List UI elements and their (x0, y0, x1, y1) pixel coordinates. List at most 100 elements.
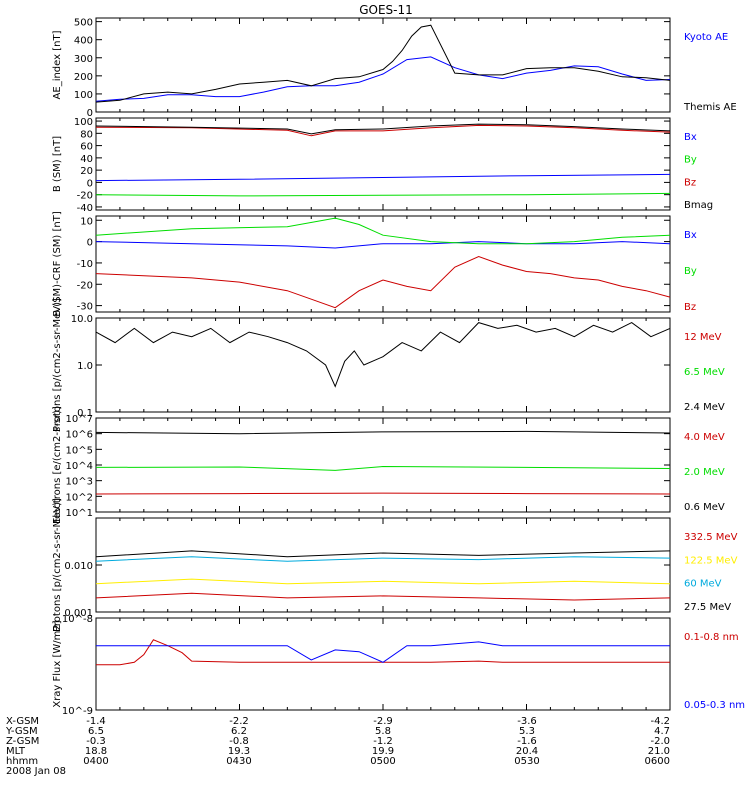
footer-value: 21.0 (648, 746, 670, 757)
y-tick-label: 10.0 (71, 314, 93, 325)
footer-row-label: Z-GSM (6, 736, 39, 747)
legend-entry: Bx (684, 132, 697, 143)
y-tick-label: 400 (74, 36, 93, 47)
y-axis-label: Xray Flux [W/m2] (52, 620, 63, 707)
y-axis-label: Protons [p/(cm2-s-sr-MeV)] (52, 498, 63, 632)
y-tick-label: -40 (77, 203, 93, 214)
y-tick-label: 10 (80, 216, 93, 227)
y-tick-label: 10^3 (66, 477, 93, 488)
y-axis-label: B (SM)-CRF (SM) [nT] (52, 211, 63, 317)
y-tick-label: 100 (74, 90, 93, 101)
y-tick-label: 500 (74, 18, 93, 29)
series-line (95, 24, 671, 103)
series-line (95, 322, 671, 388)
y-tick-label: 0 (87, 238, 93, 249)
series-line (96, 641, 670, 663)
legend-entry: Bx (684, 230, 697, 241)
footer-value: -2.2 (229, 716, 249, 727)
footer-value: -0.8 (229, 736, 249, 747)
footer-row-label: Y-GSM (5, 726, 38, 737)
legend-entry: 0.05-0.3 nm (684, 700, 745, 711)
footer-value: 19.3 (228, 746, 250, 757)
footer-value: -4.2 (650, 716, 670, 727)
footer-row-label: hhmm (6, 756, 38, 767)
series-line (95, 550, 671, 558)
footer-value: 5.3 (519, 726, 535, 737)
y-tick-label: 0 (87, 108, 93, 119)
footer-value: 0600 (645, 756, 670, 767)
panel-frame (95, 617, 671, 711)
y-tick-label: 40 (80, 154, 93, 165)
footer-value: -1.4 (86, 716, 106, 727)
footer-value: -1.2 (373, 736, 393, 747)
series-line (95, 173, 671, 182)
series-line (95, 465, 671, 471)
footer-value: 0530 (514, 756, 539, 767)
footer-value: 18.8 (85, 746, 107, 757)
panel-3: -30 -20 -10 0 10 B (SM)-CRF (SM) [nT] Bx By Bz (52, 211, 697, 317)
series-line (95, 578, 671, 585)
legend-entry: Themis AE (683, 102, 737, 113)
y-axis-label: B (SM) [nT] (52, 136, 63, 192)
footer-value: 5.8 (375, 726, 391, 737)
y-tick-label: 20 (80, 166, 93, 177)
series-line (95, 430, 671, 435)
y-tick-label: 10^2 (66, 492, 93, 503)
y-tick-label: 0.001 (64, 608, 93, 619)
y-tick-label: 300 (74, 54, 93, 65)
footer-value: 20.4 (516, 746, 538, 757)
footer-value: 0400 (83, 756, 108, 767)
y-tick-label: -20 (77, 280, 93, 291)
legend-entry: Bmag (684, 200, 713, 211)
y-tick-label: 10^-8 (62, 614, 93, 625)
series-line (95, 255, 671, 309)
footer-row-label: X-GSM (6, 716, 39, 727)
series-line (95, 123, 671, 135)
footer-value: -0.3 (86, 736, 106, 747)
footer-value: 0430 (226, 756, 251, 767)
chart-title: GOES-11 (359, 3, 413, 17)
legend-entry: 4.0 MeV (684, 432, 725, 443)
legend-entry: 0.6 MeV (684, 502, 725, 513)
panel-frame (95, 517, 671, 613)
y-tick-label: 200 (74, 72, 93, 83)
series-line (95, 217, 671, 245)
y-tick-label: 60 (80, 142, 93, 153)
legend-entry: By (684, 266, 697, 277)
legend-entry: 27.5 MeV (684, 602, 731, 613)
footer-value: 4.7 (654, 726, 670, 737)
legend-entry: 2.0 MeV (684, 467, 725, 478)
series-line (95, 192, 671, 197)
panel-frame (95, 117, 671, 211)
legend-entry: 6.5 MeV (684, 367, 725, 378)
legend-entry: By (684, 155, 697, 166)
series-line (95, 492, 671, 495)
legend-entry: 122.5 MeV (684, 555, 738, 566)
footer-row-label: 2008 Jan 08 (6, 766, 66, 777)
series-line (95, 124, 671, 137)
y-tick-label: 10^5 (66, 445, 93, 456)
y-axis-label: AE_index [nT] (52, 30, 63, 99)
footer-row-label: MLT (6, 746, 26, 757)
footer-value: 0500 (370, 756, 395, 767)
legend-entry: Kyoto AE (684, 32, 728, 43)
series-line (95, 556, 671, 562)
y-tick-label: 0 (87, 178, 93, 189)
panel-1: 0 100 200 300 400 500 AE_index [nT] Kyoto AE The… (52, 17, 737, 119)
footer-value: -3.6 (517, 716, 537, 727)
y-tick-label: 100 (74, 117, 93, 128)
y-tick-label: -10 (77, 259, 93, 270)
y-tick-label: 10^1 (66, 508, 93, 519)
series-line (95, 56, 671, 102)
footer-value: 19.9 (372, 746, 394, 757)
panel-frame (95, 317, 671, 413)
y-tick-label: 0.1 (77, 408, 93, 419)
legend-entry: 2.4 MeV (684, 402, 725, 413)
y-axis-label: Electrons [e/(cm2-s-sr)] (52, 406, 63, 524)
footer-value: 6.2 (231, 726, 247, 737)
